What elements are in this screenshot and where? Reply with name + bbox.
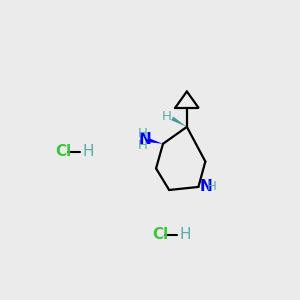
Text: Cl: Cl: [55, 144, 71, 159]
Text: H: H: [138, 139, 148, 152]
Polygon shape: [171, 117, 187, 127]
Text: N: N: [138, 132, 151, 147]
Text: H: H: [180, 227, 191, 242]
Text: N: N: [200, 179, 213, 194]
Text: H: H: [207, 180, 217, 194]
Polygon shape: [147, 138, 163, 144]
Text: H: H: [162, 110, 172, 123]
Text: H: H: [83, 144, 94, 159]
Text: H: H: [138, 127, 148, 140]
Text: Cl: Cl: [152, 227, 169, 242]
